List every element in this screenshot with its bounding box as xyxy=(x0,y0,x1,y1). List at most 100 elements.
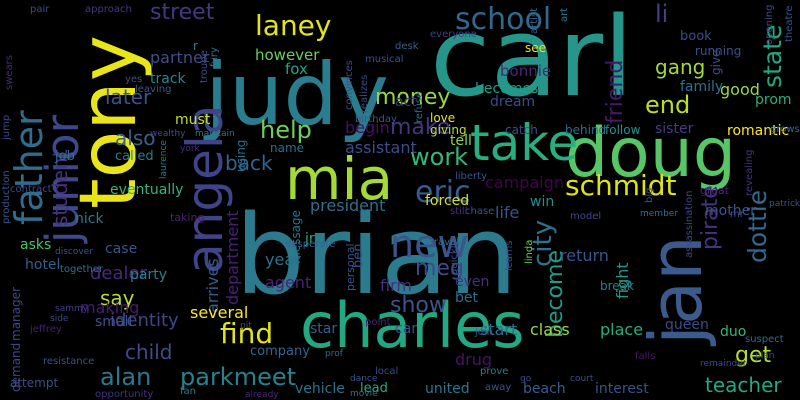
word-big: big xyxy=(644,187,655,203)
word-campaign: campaign xyxy=(485,173,564,192)
word-go: go xyxy=(520,374,532,384)
word-dance: dance xyxy=(350,374,378,384)
word-job: job xyxy=(55,149,75,164)
word-resistance: resistance xyxy=(43,356,95,367)
word-break: break xyxy=(600,279,634,293)
word-beach: beach xyxy=(523,381,566,397)
word-approach: approach xyxy=(85,4,132,15)
word-must: must xyxy=(175,112,211,128)
word-win: win xyxy=(530,194,555,210)
word-dottie: dottie xyxy=(743,189,772,263)
word-using: using xyxy=(234,139,248,172)
word-parkmeet: parkmeet xyxy=(180,363,297,391)
word-great: great xyxy=(700,184,730,197)
word-agent: agent xyxy=(265,273,312,292)
word-movie: movie xyxy=(350,389,378,399)
word-patrick: patrick xyxy=(769,199,800,209)
word-class: class xyxy=(530,320,570,339)
word-eventually: eventually xyxy=(110,182,184,198)
word-maintain: maintain xyxy=(195,129,235,139)
word-friend: friend xyxy=(603,59,628,124)
word-return: return xyxy=(560,246,609,265)
word-fan: fan xyxy=(180,386,196,397)
word-eric: eric xyxy=(415,175,471,210)
word-back: back xyxy=(225,151,273,175)
word-party: party xyxy=(130,267,167,283)
word-new: new xyxy=(390,222,469,266)
word-president: president xyxy=(310,196,386,215)
word-desk: desk xyxy=(395,41,419,52)
word-fury: fury xyxy=(209,47,220,67)
word-learns: learns xyxy=(504,240,515,271)
word-end: end xyxy=(645,91,691,119)
word-travel: travel xyxy=(430,237,460,248)
word-name: name xyxy=(270,141,305,155)
word-follow: follow xyxy=(605,123,641,137)
word-revealing: revealing xyxy=(744,149,755,196)
word-act: act xyxy=(395,94,417,110)
word-start: start xyxy=(480,320,518,339)
word-child: child xyxy=(125,340,173,364)
word-mr: mr xyxy=(730,209,744,220)
word-away: away xyxy=(485,382,512,393)
word-work: work xyxy=(410,143,469,171)
word-opening: opening xyxy=(764,4,775,45)
word-show: show xyxy=(390,293,447,318)
word-realizes: realizes xyxy=(359,74,370,113)
word-attempt: attempt xyxy=(10,376,59,390)
word-manager: manager xyxy=(9,287,23,341)
word-catch: catch xyxy=(505,123,538,137)
word-laney: laney xyxy=(255,9,332,42)
word-family: family xyxy=(680,79,724,95)
word-discover: discover xyxy=(55,247,93,257)
word-romantic: romantic xyxy=(727,123,790,139)
word-company: company xyxy=(250,344,310,359)
word-identity: identity xyxy=(110,310,179,331)
word-drug: drug xyxy=(455,350,493,369)
word-forced: forced xyxy=(425,193,470,209)
word-see: see xyxy=(525,41,547,55)
word-point: point xyxy=(365,317,391,328)
word-musical: musical xyxy=(365,54,404,65)
word-plan: plan xyxy=(755,351,775,361)
word-bonnie: bonnie xyxy=(500,62,552,80)
word-li: li xyxy=(655,0,669,28)
word-tell: tell xyxy=(450,133,472,149)
word-member: member xyxy=(640,209,679,219)
word-mia: mia xyxy=(285,145,394,213)
word-doug: doug xyxy=(565,114,737,193)
word-life: life xyxy=(495,203,520,222)
word-asks: asks xyxy=(20,237,52,253)
word-hotel: hotel xyxy=(25,257,61,273)
word-street: street xyxy=(150,0,215,25)
word-desperate: desperate xyxy=(285,239,336,250)
word-taking: taking xyxy=(170,211,205,224)
word-join: join xyxy=(475,327,494,338)
word-prove: prove xyxy=(480,366,509,377)
word-dream: dream xyxy=(490,94,536,110)
word-called: called xyxy=(115,149,154,164)
word-linda: linda xyxy=(524,239,535,264)
word-car: car xyxy=(395,321,418,337)
word-laurence: laurence xyxy=(159,140,169,179)
word-production: production xyxy=(1,170,12,224)
word-leaving: leaving xyxy=(135,84,172,95)
word-art: art xyxy=(559,7,570,22)
word-charles: charles xyxy=(300,289,525,362)
word-make: make xyxy=(390,115,451,140)
word-jr: jr xyxy=(305,231,315,247)
word-chase: chase xyxy=(465,206,495,217)
word-jump: jump xyxy=(1,114,12,140)
word-yes: yes xyxy=(125,74,143,85)
word-local: local xyxy=(375,366,399,377)
word-track: track xyxy=(150,71,186,87)
word-demand: demand xyxy=(9,342,23,392)
word-find: find xyxy=(220,317,274,350)
word-small: small xyxy=(95,314,133,330)
word-suspect: suspect xyxy=(745,334,784,345)
word-firm: firm xyxy=(380,276,412,295)
word-opportunity: opportunity xyxy=(95,389,154,400)
word-becomes: becomes xyxy=(475,81,539,97)
word-take: take xyxy=(470,114,579,172)
word-queen: queen xyxy=(665,317,709,333)
